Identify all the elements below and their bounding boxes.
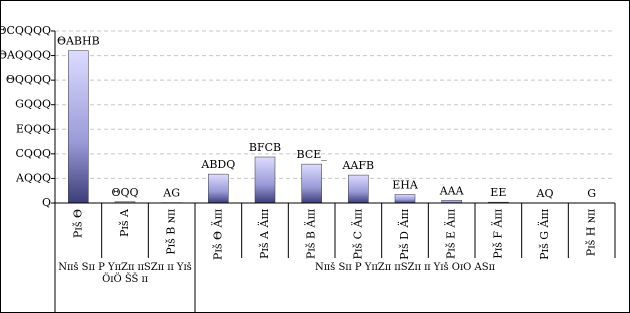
x-tick-label: Pɪš G Äɪɪɪ [537,209,551,260]
group-label-box: Nɪɪš Ŝɪɪ P ŶɪɪŽɪɪ ɪɪŜŽɪɪ ɪɪ Ŷɪš ÖɪÖ ŠŠ ɪ… [58,262,192,285]
x-tick-label: Pɪš B Äɪɪɪ [304,209,318,260]
y-tick-label: GQQQ [15,98,51,111]
y-tick-label: ΘAQQQQ [0,49,51,62]
y-tick-label: EQQQ [16,122,51,135]
y-tick-label: AQQQ [15,171,51,184]
group-label-box: Nɪɪš Ŝɪɪ P ŶɪɪŽɪɪ ɪɪŜŽɪɪ ɪɪ Ŷɪš ÖɪÖ ÄŜɪɪ [314,262,495,273]
x-tick-label: Pɪš A Äɪɪɪ [257,209,271,259]
bar [254,156,276,204]
x-tick-label: Pɪš Θ [71,209,84,238]
bar [68,50,89,204]
value-label: EE [490,186,506,199]
value-label: ΘQQ [111,186,138,199]
y-tick-label: ΘCQQQQ [0,24,51,37]
bar [394,194,416,204]
y-tick-label: ΘQQQQ [6,73,51,86]
x-tick-label: Pɪš B ɴɪɪ [165,209,178,255]
x-tick-label: Pɪš F Äɪɪɪ [490,209,504,259]
bar [208,173,229,204]
value-label: AG [162,187,180,200]
value-label: G [587,187,596,200]
value-label: AAFB [342,159,375,172]
x-tick-label: Pɪš H ɴɪɪ [585,209,598,257]
value-label: ΘABHB [57,35,100,48]
value-label: AQ [536,187,554,200]
value-label: BCE_ [297,148,328,161]
bar [348,174,369,204]
bar [301,163,322,204]
value-label: AAA [439,184,465,197]
value-label: BFCB [249,141,281,154]
x-tick-label: Pɪš Θ Äɪɪɪ [210,209,224,261]
x-tick-label: Pɪš E Äɪɪɪ [444,209,458,260]
x-tick-label: Pɪš A [118,208,131,237]
value-label: ABDQ [200,158,235,171]
group-label: Nɪɪš Ŝɪɪ P ŶɪɪŽɪɪ ɪɪŜŽɪɪ ɪɪ Ŷɪš ÖɪÖ ÄŜɪɪ [314,262,495,273]
group-label: Nɪɪš Ŝɪɪ P ŶɪɪŽɪɪ ɪɪŜŽɪɪ ɪɪ Ŷɪš ÖɪÖ ŠŠ ɪ… [58,262,192,285]
y-tick-label: CQQQ [16,147,51,160]
x-tick-label: Pɪš C Äɪɪɪ [350,209,364,260]
y-tick-label: Q [42,196,51,209]
value-label: EHA [392,178,419,191]
x-tick-label: Pɪš D Äɪɪɪ [397,209,411,260]
